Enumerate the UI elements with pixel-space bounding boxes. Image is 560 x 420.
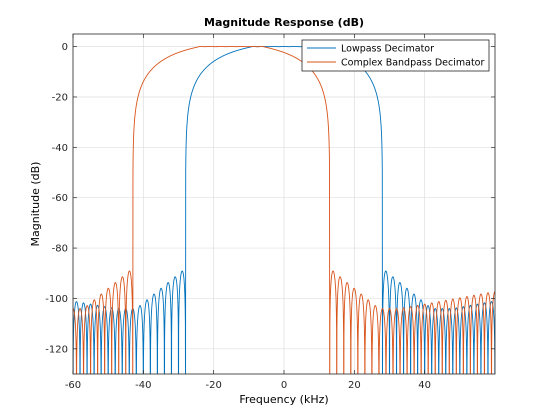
series-line-bandpass [73, 46, 495, 374]
y-tick-label: 0 [62, 42, 68, 53]
series-line-lowpass [73, 46, 495, 374]
x-tick-label: -60 [65, 380, 81, 391]
axis-ticks [72, 34, 495, 374]
x-tick-label: 40 [418, 380, 431, 391]
y-tick-label: -100 [45, 294, 68, 305]
legend-label-bandpass: Complex Bandpass Decimator [341, 58, 484, 69]
y-tick-label: -120 [45, 344, 68, 355]
y-tick-labels: 0 -20 -40 -60 -80 -100 -120 [45, 42, 68, 355]
y-tick-label: -80 [52, 244, 68, 255]
y-axis-title: Magnitude (dB) [29, 162, 42, 247]
x-tick-labels: -60 -40 -20 0 20 40 [65, 380, 431, 391]
chart-title: Magnitude Response (dB) [204, 16, 364, 29]
x-tick-label: -20 [205, 380, 221, 391]
x-axis-title: Frequency (kHz) [239, 393, 328, 406]
grid-lines [72, 34, 495, 374]
y-tick-label: -60 [52, 193, 68, 204]
legend[interactable]: Lowpass Decimator Complex Bandpass Decim… [301, 39, 490, 72]
y-tick-label: -20 [52, 92, 68, 103]
legend-box [301, 39, 490, 72]
x-tick-label: 0 [281, 380, 287, 391]
legend-label-lowpass: Lowpass Decimator [341, 44, 434, 55]
series-layer [73, 46, 495, 374]
y-tick-label: -40 [52, 143, 68, 154]
x-tick-label: 20 [348, 380, 361, 391]
x-tick-label: -40 [135, 380, 151, 391]
